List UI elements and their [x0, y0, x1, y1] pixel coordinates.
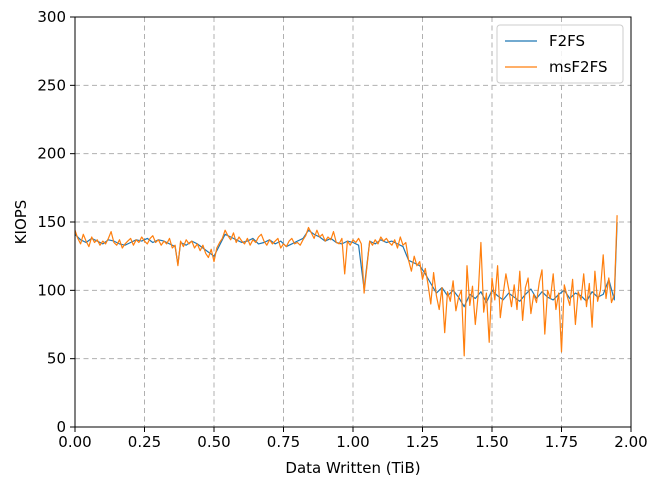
series-line-msf2fs — [74, 215, 618, 357]
legend: F2FS msF2FS — [496, 24, 624, 84]
y-tick-label: 100 — [37, 281, 66, 299]
x-tick-label: 2.00 — [614, 433, 647, 451]
x-tick-label: 0.25 — [128, 433, 161, 451]
series-layer — [74, 215, 618, 357]
x-axis: 0.00 0.25 0.50 0.75 1.00 1.25 1.50 1.75 2.00 — [58, 427, 648, 451]
y-tick-label: 250 — [37, 76, 66, 94]
y-tick-label: 200 — [37, 145, 66, 163]
x-tick-label: 1.50 — [475, 433, 508, 451]
y-tick-label: 50 — [47, 350, 66, 368]
x-tick-label: 1.00 — [336, 433, 369, 451]
x-axis-label: Data Written (TiB) — [285, 459, 420, 477]
y-axis-label: KIOPS — [12, 200, 30, 245]
y-axis: 0 50 100 150 200 250 300 — [37, 8, 75, 436]
x-tick-label: 1.25 — [406, 433, 439, 451]
grid-lines — [75, 17, 631, 427]
legend-box — [496, 24, 624, 84]
x-tick-label: 1.75 — [545, 433, 578, 451]
y-tick-label: 300 — [37, 8, 66, 26]
x-tick-label: 0.75 — [267, 433, 300, 451]
x-tick-label: 0.00 — [58, 433, 91, 451]
legend-label-msf2fs: msF2FS — [549, 58, 607, 76]
y-tick-label: 0 — [56, 418, 66, 436]
x-tick-label: 0.50 — [197, 433, 230, 451]
y-tick-label: 150 — [37, 213, 66, 231]
legend-label-f2fs: F2FS — [549, 32, 585, 50]
